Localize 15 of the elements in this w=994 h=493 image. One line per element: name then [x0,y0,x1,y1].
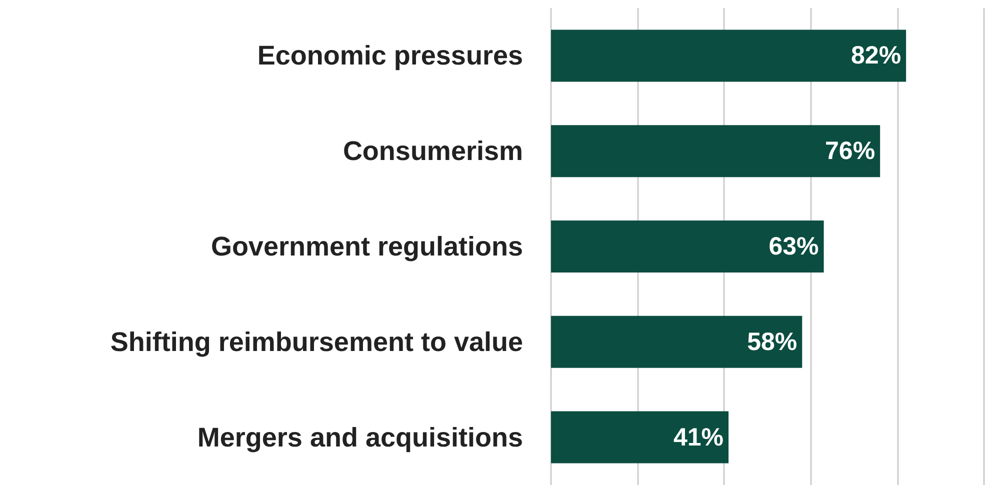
data-label: 82% [851,42,902,70]
data-label: 63% [768,232,819,260]
y-tick-label: Mergers and acquisitions [197,422,523,452]
y-tick-label: Consumerism [342,136,523,166]
y-tick-label: Government regulations [210,232,523,262]
y-tick-label: Shifting reimbursement to value [110,326,523,357]
bar [551,125,880,178]
data-label: 41% [673,423,724,452]
data-label: 76% [825,137,876,166]
data-label: 58% [747,328,798,356]
bar [551,30,906,82]
y-tick-label: Economic pressures [257,40,523,71]
bar [551,220,824,272]
bar [551,316,802,368]
bar [551,411,729,464]
